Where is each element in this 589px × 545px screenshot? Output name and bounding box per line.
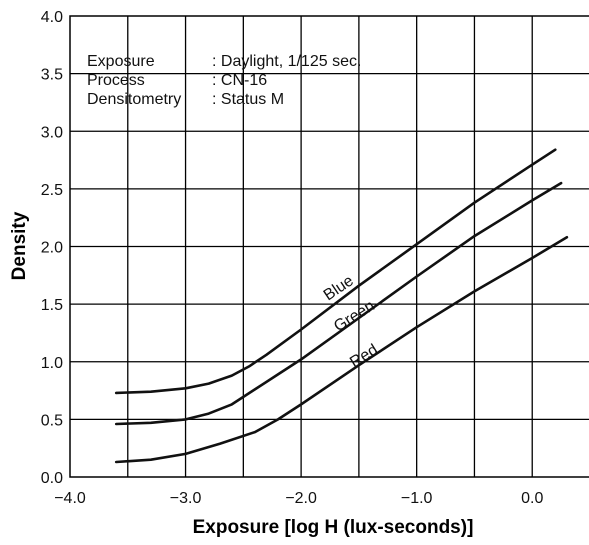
- y-tick-label: 0.5: [41, 412, 63, 429]
- y-tick-labels: 0.0 0.5 1.0 1.5 2.0 2.5 3.0 3.5 4.0: [41, 9, 63, 487]
- y-tick-label: 1.0: [41, 355, 63, 372]
- y-tick-label: 1.5: [41, 297, 63, 314]
- grid-lines: [70, 16, 589, 477]
- curve-green: [114, 181, 563, 426]
- x-tick-label: −3.0: [170, 490, 202, 507]
- notes-box: Exposure : Daylight, 1/125 sec. Process …: [87, 53, 361, 108]
- y-tick-label: 2.5: [41, 182, 63, 199]
- curves: [114, 148, 569, 464]
- plot-frame: [69, 15, 589, 478]
- x-tick-label: −4.0: [54, 490, 86, 507]
- curve-label-green: Green: [331, 297, 378, 335]
- note-key-process: Process: [87, 72, 145, 89]
- note-key-densitometry: Densitometry: [87, 91, 181, 108]
- note-value-process: : CN-16: [212, 72, 267, 89]
- curve-blue: [114, 148, 557, 395]
- y-tick-label: 0.0: [41, 470, 63, 487]
- x-tick-labels: −4.0 −3.0 −2.0 −1.0 0.0: [54, 490, 543, 507]
- curve-red: [114, 236, 569, 464]
- y-tick-label: 3.5: [41, 67, 63, 84]
- y-tick-label: 4.0: [41, 9, 63, 26]
- note-key-exposure: Exposure: [87, 53, 155, 70]
- curve-label-red: Red: [347, 341, 381, 371]
- note-value-densitometry: : Status M: [212, 91, 284, 108]
- note-value-exposure: : Daylight, 1/125 sec.: [212, 53, 361, 70]
- y-tick-label: 3.0: [41, 124, 63, 141]
- x-axis-title: Exposure [log H (lux-seconds)]: [193, 517, 474, 538]
- x-tick-label: −2.0: [285, 490, 317, 507]
- x-tick-label: 0.0: [521, 490, 543, 507]
- y-axis-title: Density: [9, 211, 30, 280]
- x-tick-label: −1.0: [401, 490, 433, 507]
- y-tick-label: 2.0: [41, 240, 63, 257]
